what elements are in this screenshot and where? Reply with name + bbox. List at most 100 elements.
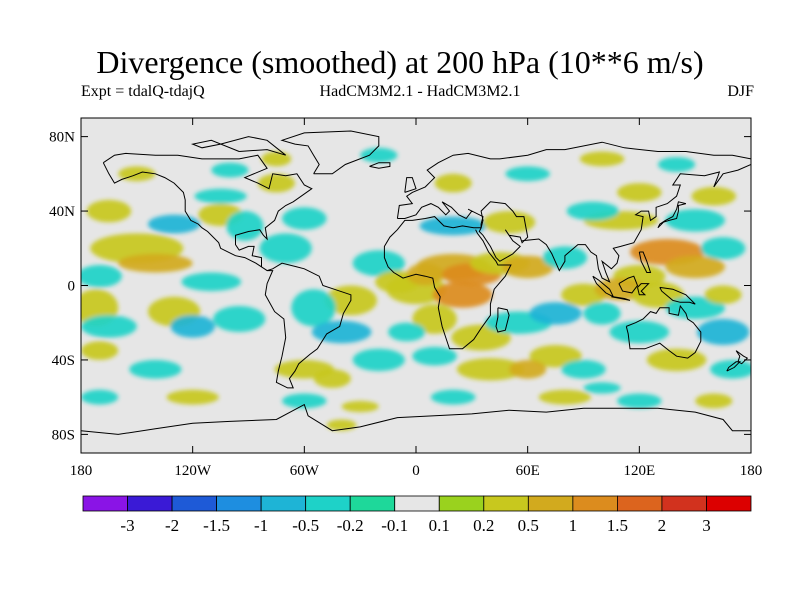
colorbar-label: -2	[165, 516, 179, 535]
coastline	[735, 350, 749, 365]
divergence-patch	[505, 166, 550, 182]
coastline	[478, 201, 529, 262]
divergence-patch	[213, 306, 266, 332]
divergence-patch	[86, 199, 132, 223]
colorbar: -3 -2 -1.5 -1 -0.5 -0.2 -0.1 0.1 0.2 0.5 1 1.5 2 3	[82, 495, 752, 535]
divergence-patch	[665, 209, 725, 232]
divergence-patch	[170, 315, 215, 338]
colorbar-bin	[82, 495, 128, 512]
coastline	[396, 141, 751, 219]
colorbar-bin	[349, 495, 396, 512]
colorbar-label: 0.5	[518, 516, 539, 535]
divergence-patch	[419, 216, 487, 236]
divergence-patch	[261, 151, 292, 167]
colorbar-bin	[127, 495, 173, 512]
divergence-patch	[432, 281, 493, 308]
divergence-patch	[81, 389, 119, 405]
coastline	[726, 361, 741, 372]
divergence-patch	[430, 389, 476, 405]
colorbar-bin	[305, 495, 351, 512]
divergence-patch	[658, 157, 696, 172]
divergence-patch	[583, 302, 621, 325]
divergence-patch	[129, 360, 182, 379]
colorbar-bin	[572, 495, 618, 512]
coastline	[495, 307, 510, 333]
x-tick-label: 180	[70, 463, 93, 479]
coastline	[383, 201, 512, 350]
divergence-patch	[617, 393, 662, 409]
divergence-patch	[360, 147, 398, 163]
divergence-patch	[566, 201, 619, 221]
divergence-patch	[81, 315, 137, 338]
colorbar-label: -0.2	[337, 516, 364, 535]
divergence-patch	[456, 358, 524, 381]
colorbar-label: -0.5	[292, 516, 319, 535]
divergence-patch	[691, 186, 737, 206]
coastline	[404, 177, 417, 193]
divergence-patch	[529, 345, 582, 368]
divergence-patch	[561, 360, 606, 379]
colorbar-label: 0.1	[429, 516, 450, 535]
divergence-patch	[352, 348, 405, 372]
colorbar-bin	[483, 495, 529, 512]
y-tick-label: 0	[68, 279, 76, 295]
coastline	[638, 251, 652, 273]
colorbar-bin	[438, 495, 485, 512]
coastline	[280, 130, 380, 175]
divergence-patch	[211, 162, 249, 178]
colorbar-label: 0.2	[473, 516, 494, 535]
divergence-patch	[388, 322, 426, 342]
divergence-patch	[341, 400, 379, 413]
divergence-patch	[710, 360, 751, 379]
x-axis: 180 120W 60W 0 60E 120E 180	[70, 118, 763, 479]
x-tick-label: 180	[740, 463, 763, 479]
season-label: DJF	[727, 83, 754, 100]
coastline	[611, 296, 631, 301]
x-tick-label: 60W	[290, 463, 320, 479]
y-axis: 80N 40N 0 40S 80S	[49, 130, 751, 443]
colorbar-label: 1	[569, 516, 578, 535]
divergence-patch	[695, 393, 733, 409]
divergence-patch	[313, 369, 351, 388]
divergence-patch	[617, 183, 662, 202]
coastline	[657, 201, 687, 229]
divergence-patch	[609, 320, 670, 344]
colorbar-label: -1	[254, 516, 268, 535]
divergence-patch	[538, 389, 592, 405]
model-label: HadCM3M2.1 - HadCM3M2.1	[319, 83, 521, 100]
divergence-patch	[326, 419, 357, 431]
colorbar-bin	[216, 495, 262, 512]
colorbar-bin	[260, 495, 307, 512]
y-tick-label: 80N	[49, 130, 75, 146]
coastline	[659, 286, 696, 305]
colorbar-bin	[394, 495, 440, 512]
y-tick-label: 80S	[52, 427, 75, 443]
divergence-patch	[181, 272, 242, 292]
colorbar-bin	[171, 495, 218, 512]
divergence-patch	[81, 265, 122, 288]
colorbar-label: 1.5	[607, 516, 628, 535]
coastline	[637, 283, 650, 296]
coastlines	[81, 130, 751, 435]
colorbar-label: -1.5	[203, 516, 230, 535]
divergence-patch	[311, 320, 372, 344]
divergence-patch	[697, 319, 750, 345]
divergence-patch	[259, 233, 312, 264]
x-tick-label: 60E	[516, 463, 540, 479]
colorbar-label: -0.1	[381, 516, 408, 535]
colorbar-label: 2	[658, 516, 667, 535]
colorbar-label: 3	[702, 516, 711, 535]
y-tick-label: 40S	[52, 353, 75, 369]
colorbar-bin	[706, 495, 752, 512]
divergence-patch	[352, 250, 405, 277]
x-tick-label: 0	[412, 463, 420, 479]
chart-title: Divergence (smoothed) at 200 hPa (10**6 …	[96, 44, 704, 80]
colorbar-bin	[527, 495, 574, 512]
divergence-patch	[434, 173, 472, 193]
divergence-patch	[501, 255, 554, 279]
x-tick-label: 120E	[623, 463, 655, 479]
divergence-patch	[148, 214, 201, 234]
divergence-patch	[412, 346, 457, 366]
divergence-patch	[700, 237, 746, 260]
